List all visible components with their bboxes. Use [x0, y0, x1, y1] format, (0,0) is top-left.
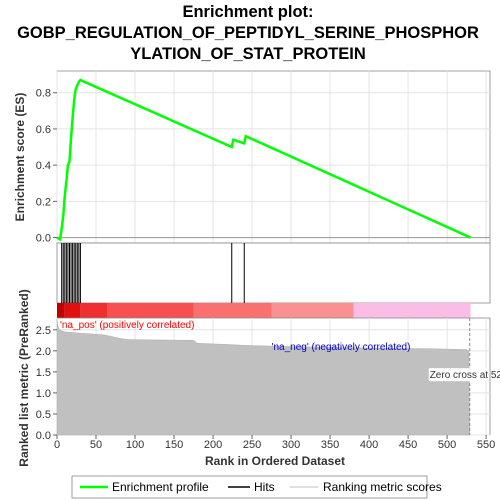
- heat-bar-segment: [80, 303, 108, 318]
- es-y-tick-label: 0.0: [36, 233, 51, 245]
- x-axis-ticks: 0 50 100 150 200 250 300 350 400 450 500 550: [54, 435, 495, 451]
- heat-bar-segment: [271, 303, 354, 318]
- es-y-tick-label: 0.6: [36, 124, 51, 136]
- title-line-3: YLATION_OF_STAT_PROTEIN: [130, 45, 366, 63]
- hits-panel: [56, 242, 491, 304]
- x-tick-label: 300: [282, 439, 300, 451]
- rank-y-tick-label: 2.5: [36, 325, 51, 337]
- x-tick-label: 500: [438, 439, 456, 451]
- rank-heat-bar: [57, 303, 471, 318]
- x-tick-label: 150: [165, 439, 183, 451]
- positive-correlation-label: 'na_pos' (positively correlated): [60, 320, 194, 331]
- ranking-metric-area: [56, 319, 470, 436]
- heat-bar-segment: [64, 303, 81, 318]
- hits-markers: [61, 243, 245, 303]
- es-y-tick-label: 0.2: [36, 196, 51, 208]
- title-line-1: Enrichment plot:: [182, 3, 313, 21]
- heat-bar-segment: [57, 303, 65, 318]
- es-y-tick-label: 0.4: [36, 160, 51, 172]
- chart-title: Enrichment plot: GOBP_REGULATION_OF_PEPT…: [17, 3, 479, 63]
- x-tick-label: 400: [360, 439, 378, 451]
- zero-cross-label-bg: [428, 368, 489, 382]
- rank-y-ticks: 0.0 0.5 1.0 1.5 2.0 2.5: [36, 325, 57, 442]
- x-tick-label: 50: [90, 439, 102, 451]
- rank-y-tick-label: 0.0: [36, 430, 51, 442]
- heat-bar-segment: [107, 303, 194, 318]
- x-tick-label: 250: [243, 439, 261, 451]
- x-tick-label: 350: [321, 439, 339, 451]
- enrichment-profile-line: [56, 78, 472, 242]
- heat-bar-segment: [193, 303, 272, 318]
- rank-y-tick-label: 0.5: [36, 409, 51, 421]
- legend: Enrichment profile Hits Ranking metric s…: [71, 475, 442, 499]
- x-tick-label: 0: [54, 439, 60, 451]
- x-axis-label: Rank in Ordered Dataset: [205, 454, 345, 468]
- x-tick-label: 450: [399, 439, 417, 451]
- zero-cross-annotation: Zero cross at 529: [428, 318, 500, 435]
- legend-label-enrichment: Enrichment profile: [112, 480, 209, 494]
- rank-y-tick-label: 1.0: [36, 388, 51, 400]
- heat-bar-segment: [353, 303, 471, 318]
- x-tick-label: 100: [126, 439, 144, 451]
- es-y-axis-label: Enrichment score (ES): [13, 93, 27, 222]
- rank-y-tick-label: 1.5: [36, 367, 51, 379]
- legend-label-hits: Hits: [254, 480, 275, 494]
- zero-cross-label: Zero cross at 529: [430, 370, 500, 381]
- x-tick-label: 550: [477, 439, 495, 451]
- rank-y-tick-label: 2.0: [36, 346, 51, 358]
- negative-correlation-label: 'na_neg' (negatively correlated): [272, 342, 411, 353]
- rank-y-axis-label: Ranked list metric (PreRanked): [17, 289, 31, 466]
- title-line-2: GOBP_REGULATION_OF_PEPTIDYL_SERINE_PHOSP…: [17, 24, 479, 42]
- x-tick-label: 200: [204, 439, 222, 451]
- legend-label-ranking: Ranking metric scores: [323, 480, 442, 494]
- es-y-tick-label: 0.8: [36, 88, 51, 100]
- es-y-ticks: 0.0 0.2 0.4 0.6 0.8: [36, 88, 57, 245]
